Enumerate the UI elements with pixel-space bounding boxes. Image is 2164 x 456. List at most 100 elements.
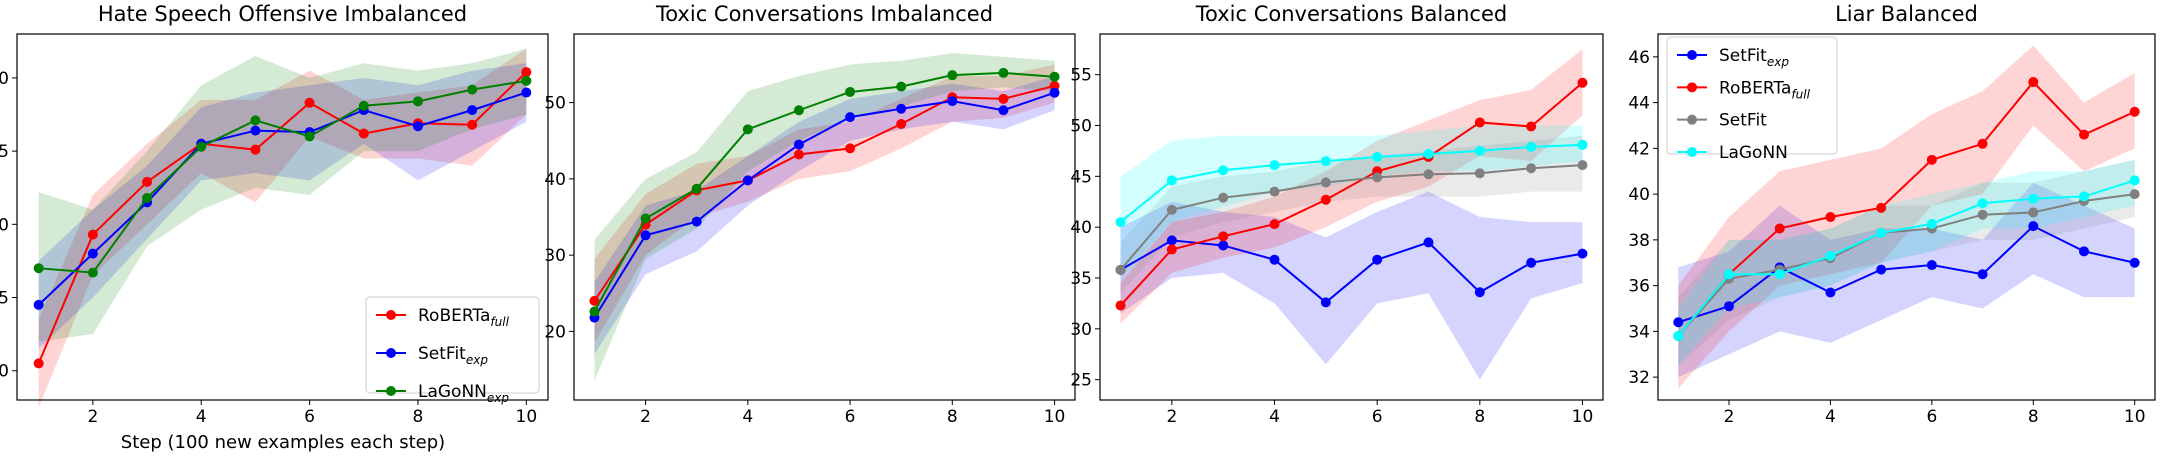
y-tick-label: 50 [544, 94, 566, 114]
data-point-1-1-10 [521, 67, 532, 78]
data-point-4-2-9 [2079, 129, 2089, 140]
data-point-1-3-5 [250, 115, 261, 126]
data-point-4-2-8 [2028, 77, 2039, 88]
data-point-1-1-7 [358, 128, 369, 139]
data-point-2-3-6 [845, 86, 856, 97]
data-point-4-2-4 [1825, 212, 1836, 222]
x-tick-label: 2 [87, 407, 98, 427]
y-tick-label: 60 [0, 215, 9, 235]
data-point-2-3-2 [640, 213, 651, 224]
x-tick-label: 4 [196, 407, 207, 427]
legend-label: LaGoNN [1719, 143, 1788, 163]
data-point-3-4-4 [1269, 160, 1280, 171]
series-line-1-3 [38, 79, 527, 274]
series-line-3-3 [1119, 164, 1583, 271]
data-point-2-2-3 [691, 216, 702, 227]
data-point-4-1-8 [2028, 221, 2039, 232]
x-tick-label: 4 [1825, 407, 1836, 427]
axes-frame-4 [1657, 33, 2156, 401]
data-point-3-2-8 [1474, 117, 1485, 128]
data-point-2-3-9 [998, 67, 1009, 78]
y-tick-label: 32 [1628, 368, 1650, 388]
data-point-4-4-10 [2129, 175, 2140, 186]
confidence-band-3-1 [1120, 191, 1583, 380]
data-point-3-4-1 [1115, 217, 1126, 228]
legend-marker [1687, 114, 1697, 125]
figure-xlabel: Step (100 new examples each step) [121, 432, 445, 453]
y-tick-label: 55 [0, 289, 9, 309]
data-point-1-2-1 [33, 299, 44, 310]
data-point-1-3-9 [467, 84, 478, 95]
data-point-2-3-1 [589, 306, 600, 317]
data-point-4-1-10 [2129, 257, 2140, 268]
data-point-3-4-10 [1577, 139, 1588, 150]
axes-frame-2 [573, 33, 1076, 401]
data-point-4-1-9 [2079, 246, 2089, 257]
x-tick-label: 10 [516, 407, 538, 427]
y-tick-label: 46 [1628, 48, 1650, 68]
data-point-1-2-8 [412, 121, 423, 132]
confidence-band-3-3 [1120, 135, 1583, 294]
data-point-2-3-4 [742, 124, 753, 135]
data-point-4-2-5 [1876, 202, 1887, 213]
x-tick-label: 4 [1269, 407, 1280, 427]
confidence-band-1-1 [38, 48, 527, 408]
legend-marker [386, 310, 396, 320]
series-line-2-3 [593, 71, 1055, 313]
data-point-1-3-2 [87, 267, 98, 278]
legend-box [1666, 36, 1838, 155]
y-tick-label: 40 [1070, 218, 1092, 238]
data-point-2-2-6 [845, 112, 856, 123]
data-point-4-3-8 [2028, 207, 2039, 218]
data-point-4-4-3 [1774, 269, 1785, 280]
data-point-3-3-6 [1372, 172, 1383, 183]
data-point-3-1-9 [1526, 257, 1537, 268]
y-tick-label: 38 [1628, 231, 1650, 251]
data-point-1-3-6 [304, 131, 315, 142]
legend-label-subscript: exp [487, 391, 509, 405]
data-point-3-4-5 [1320, 156, 1331, 167]
data-point-2-1-7 [896, 118, 907, 129]
data-point-4-4-8 [2028, 193, 2039, 204]
data-point-1-1-5 [250, 144, 261, 155]
data-point-2-2-8 [947, 96, 958, 107]
confidence-band-4-2 [1678, 45, 2135, 389]
confidence-band-2-1 [594, 64, 1055, 343]
data-point-3-3-4 [1269, 186, 1280, 197]
data-point-2-1-10 [1049, 80, 1060, 91]
y-tick-label: 36 [1628, 277, 1650, 297]
data-point-3-1-5 [1320, 297, 1331, 308]
data-point-4-1-4 [1825, 287, 1836, 298]
data-point-3-3-10 [1577, 160, 1588, 171]
data-point-4-1-7 [1977, 269, 1988, 280]
y-tick-label: 42 [1628, 139, 1650, 159]
chart-title: Toxic Conversations Balanced [1195, 2, 1507, 26]
data-point-1-2-2 [87, 248, 98, 259]
data-point-3-1-2 [1166, 235, 1177, 246]
x-tick-label: 6 [1372, 407, 1383, 427]
data-point-2-2-9 [998, 105, 1009, 116]
x-tick-label: 2 [1724, 407, 1735, 427]
data-point-2-3-7 [896, 81, 907, 92]
data-point-4-4-5 [1876, 228, 1887, 239]
data-point-3-1-8 [1474, 287, 1485, 298]
data-point-3-2-4 [1269, 219, 1280, 230]
data-point-2-1-6 [845, 143, 856, 154]
y-tick-label: 40 [544, 170, 566, 190]
data-point-1-3-8 [412, 96, 423, 107]
confidence-band-2-3 [594, 53, 1055, 381]
data-point-3-2-2 [1166, 244, 1177, 255]
confidence-band-4-1 [1678, 182, 2135, 378]
y-tick-label: 30 [1070, 320, 1092, 340]
x-tick-label: 8 [2028, 407, 2039, 427]
data-point-2-1-1 [589, 295, 600, 306]
data-point-4-4-6 [1926, 218, 1937, 229]
data-point-4-4-9 [2079, 191, 2089, 202]
y-tick-label: 65 [0, 142, 9, 162]
x-tick-label: 8 [947, 407, 958, 427]
data-point-2-1-5 [793, 149, 804, 160]
data-point-4-2-7 [1977, 138, 1988, 149]
data-point-1-1-6 [304, 97, 315, 108]
